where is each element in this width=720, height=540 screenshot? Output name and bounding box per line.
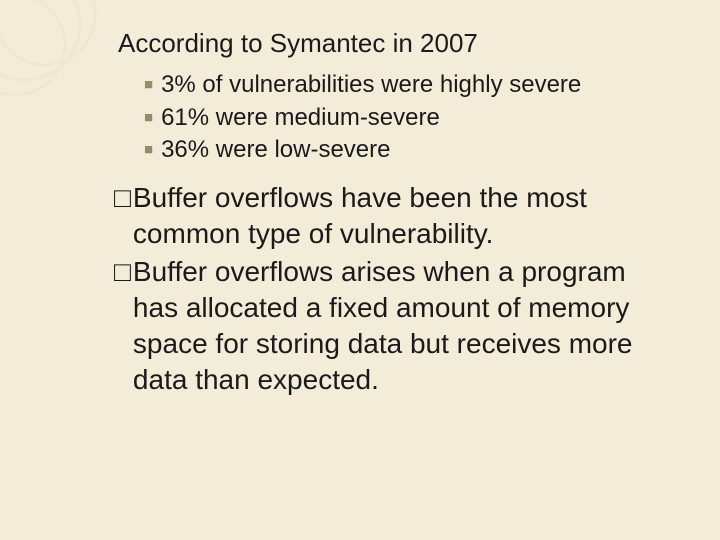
slide-content: According to Symantec in 2007 ■ 3% of vu… [118,28,678,399]
sub-item-text: 36% were low-severe [161,134,390,166]
square-outline-bullet-icon: □ [114,180,131,216]
sub-list: ■ 3% of vulnerabilities were highly seve… [144,69,678,166]
square-outline-bullet-icon: □ [114,254,131,290]
sub-item-text: 3% of vulnerabilities were highly severe [161,69,581,101]
paragraph-list: □ Buffer overflows have been the most co… [118,180,678,397]
square-bullet-icon: ■ [144,110,153,125]
paragraph-item: □ Buffer overflows arises when a program… [118,254,678,397]
paragraph-text: Buffer overflows arises when a program h… [133,254,678,397]
sub-item-text: 61% were medium-severe [161,102,440,134]
paragraph-item: □ Buffer overflows have been the most co… [118,180,678,252]
square-bullet-icon: ■ [144,142,153,157]
sub-item: ■ 3% of vulnerabilities were highly seve… [144,69,678,101]
paragraph-text: Buffer overflows have been the most comm… [133,180,678,252]
sub-item: ■ 36% were low-severe [144,134,678,166]
heading: According to Symantec in 2007 [118,28,678,59]
corner-decoration [0,0,120,120]
sub-item: ■ 61% were medium-severe [144,102,678,134]
square-bullet-icon: ■ [144,77,153,92]
